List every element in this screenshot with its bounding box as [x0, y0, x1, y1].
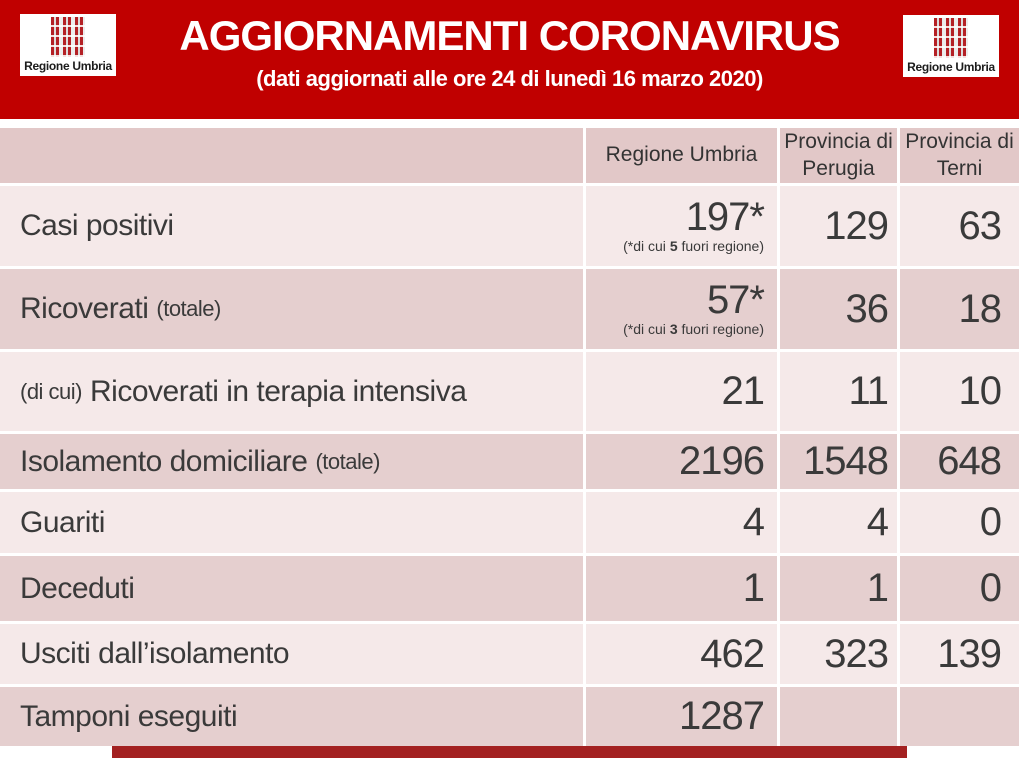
umbria-ceri-emblem-icon: [934, 18, 968, 58]
logo-caption: Regione Umbria: [24, 59, 112, 73]
logo-caption: Regione Umbria: [907, 60, 995, 74]
value-umbria: 197* (*di cui 5 fuori regione): [586, 186, 777, 266]
title-banner: Regione Umbria AGGIORNAMENTI CORONAVIRUS…: [0, 0, 1019, 119]
value-perugia: 36: [780, 269, 897, 349]
value-footnote: (*di cui 5 fuori regione): [623, 238, 764, 255]
row-label: Usciti dall’isolamento: [0, 624, 583, 684]
value-umbria: 1287: [586, 687, 777, 746]
row-label-suffix: (totale): [315, 448, 380, 474]
row-label-prefix: (di cui): [20, 378, 83, 404]
row-label: Isolamento domiciliare (totale): [0, 434, 583, 489]
row-label: Casi positivi: [0, 186, 583, 266]
value-umbria: 2196: [586, 434, 777, 489]
page-title: AGGIORNAMENTI CORONAVIRUS: [179, 12, 840, 59]
footer-accent-bar: [112, 746, 907, 758]
regione-umbria-logo-right: Regione Umbria: [903, 15, 999, 77]
value-footnote: (*di cui 3 fuori regione): [623, 321, 764, 338]
value-perugia: 1: [780, 556, 897, 621]
row-label-text: Ricoverati in terapia intensiva: [90, 374, 467, 408]
row-label-text: Usciti dall’isolamento: [20, 637, 290, 670]
col-header-regione-umbria: Regione Umbria: [586, 128, 777, 183]
row-label: Deceduti: [0, 556, 583, 621]
corner-cell: [0, 128, 583, 183]
value-perugia: 129: [780, 186, 897, 266]
row-label-suffix: (totale): [156, 296, 221, 321]
regione-umbria-logo-left: Regione Umbria: [20, 14, 116, 76]
value-perugia: 323: [780, 624, 897, 684]
value-terni: 63: [900, 186, 1019, 266]
row-label-text: Ricoverati: [20, 292, 149, 325]
value-umbria: 4: [586, 492, 777, 553]
value-main: 57*: [706, 278, 765, 323]
row-label-text: Tamponi eseguiti: [20, 699, 238, 733]
value-terni: 10: [900, 352, 1019, 431]
value-umbria: 21: [586, 352, 777, 431]
value-terni: 0: [900, 492, 1019, 553]
value-perugia: 11: [780, 352, 897, 431]
value-main: 197*: [685, 195, 765, 240]
value-terni: 0: [900, 556, 1019, 621]
value-perugia: 1548: [780, 434, 897, 489]
col-header-provincia-perugia: Provincia di Perugia: [780, 128, 897, 183]
value-terni: 18: [900, 269, 1019, 349]
page-subtitle: (dati aggiornati alle ore 24 di lunedì 1…: [256, 66, 763, 92]
row-label: Tamponi eseguiti: [0, 687, 583, 746]
row-label: (di cui) Ricoverati in terapia intensiva: [0, 352, 583, 431]
umbria-ceri-emblem-icon: [51, 17, 85, 57]
value-umbria: 1: [586, 556, 777, 621]
value-perugia: 4: [780, 492, 897, 553]
value-umbria: 462: [586, 624, 777, 684]
row-label: Ricoverati (totale): [0, 269, 583, 349]
row-label-text: Deceduti: [20, 571, 135, 605]
value-terni: [900, 687, 1019, 746]
col-header-provincia-terni: Provincia di Terni: [900, 128, 1019, 183]
value-terni: 139: [900, 624, 1019, 684]
row-label-text: Isolamento domiciliare: [20, 444, 308, 478]
covid-data-table: Regione Umbria Provincia di Perugia Prov…: [0, 128, 1019, 746]
row-label: Guariti: [0, 492, 583, 553]
value-umbria: 57* (*di cui 3 fuori regione): [586, 269, 777, 349]
value-terni: 648: [900, 434, 1019, 489]
value-perugia: [780, 687, 897, 746]
row-label-text: Casi positivi: [20, 209, 174, 242]
row-label-text: Guariti: [20, 505, 105, 539]
